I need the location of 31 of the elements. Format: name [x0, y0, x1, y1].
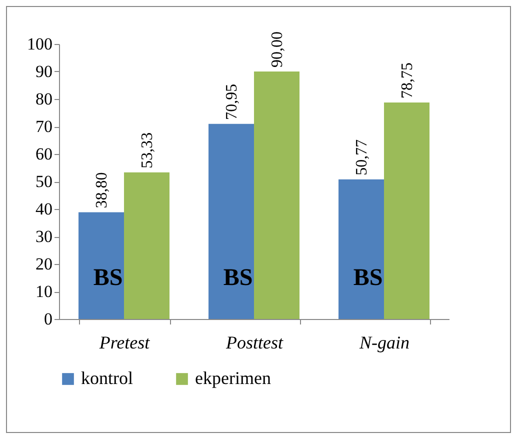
- data-label: 38,80: [93, 172, 110, 208]
- y-tick-label: 20: [36, 254, 52, 274]
- y-tick-label: 70: [36, 117, 52, 136]
- legend-label: ekperimen: [195, 368, 271, 388]
- data-label: 50,77: [353, 139, 370, 176]
- annotation: BS: [223, 264, 253, 291]
- data-label: 78,75: [398, 62, 416, 98]
- y-tick-label: 90: [36, 62, 52, 81]
- bar: [254, 72, 300, 319]
- y-tick-label: 50: [36, 172, 52, 191]
- data-label: 70,95: [223, 84, 240, 120]
- annotation: BS: [353, 264, 383, 291]
- annotation: BS: [93, 264, 123, 291]
- x-tick-label: N-gain: [358, 332, 410, 352]
- data-label: 90,00: [268, 32, 286, 68]
- y-tick-label: 60: [36, 144, 52, 164]
- x-tick-label: Posttest: [225, 332, 284, 352]
- y-tick-label: 30: [36, 227, 52, 246]
- bar: [78, 212, 124, 319]
- data-label: 53,33: [138, 132, 156, 168]
- bar: [124, 172, 170, 319]
- bar: [208, 124, 254, 319]
- y-tick-label: 10: [36, 282, 52, 301]
- y-tick-label: 40: [36, 200, 52, 218]
- y-tick-label: 100: [27, 34, 52, 54]
- bar: [338, 179, 384, 319]
- bar: [384, 102, 430, 319]
- legend-label: kontrol: [81, 368, 133, 388]
- y-tick-label: 0: [44, 310, 52, 328]
- y-tick-label: 80: [36, 90, 52, 108]
- x-tick-label: Pretest: [98, 332, 151, 352]
